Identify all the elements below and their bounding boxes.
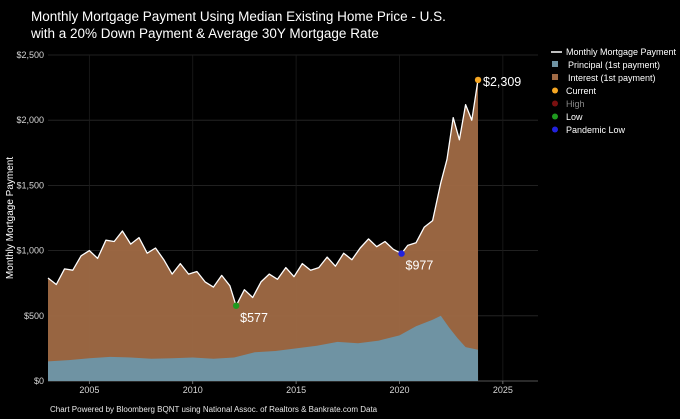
interest-area [48, 79, 479, 382]
x-tick-label: 2020 [389, 385, 409, 395]
legend-item: Interest (1st payment) [552, 73, 656, 83]
legend-label: Current [566, 86, 597, 96]
principal-area [48, 315, 479, 381]
legend-label: High [566, 99, 585, 109]
legend-item: Pandemic Low [552, 125, 626, 135]
legend-item: Low [552, 112, 583, 122]
legend-label: Monthly Mortgage Payment [566, 47, 677, 57]
y-tick-label: $500 [24, 311, 44, 321]
annotation-label: $2,309 [483, 75, 521, 89]
y-tick-label: $2,500 [16, 50, 44, 60]
x-tick-label: 2025 [493, 385, 513, 395]
legend-swatch [552, 126, 558, 133]
legend-item: High [552, 99, 585, 109]
plot-area: $0 $500 $1,000 $1,500 $2,000 $2,500 2005 2010 20… [16, 50, 538, 395]
annotation-marker [398, 250, 405, 257]
legend-swatch [552, 113, 558, 120]
x-tick-label: 2005 [79, 385, 99, 395]
y-tick-label: $2,000 [16, 115, 44, 125]
legend-swatch [552, 74, 558, 80]
legend-label: Low [566, 112, 583, 122]
annotation-label: $977 [406, 259, 434, 273]
chart-title-line-1: Monthly Mortgage Payment Using Median Ex… [31, 9, 446, 24]
chart-title-line-2: with a 20% Down Payment & Average 30Y Mo… [30, 26, 379, 41]
legend-label: Principal (1st payment) [568, 60, 660, 70]
y-tick-label: $1,500 [16, 180, 44, 190]
legend-swatch [552, 87, 558, 94]
legend-item: Principal (1st payment) [552, 60, 660, 70]
x-tick-label: 2010 [183, 385, 203, 395]
annotation-marker [474, 76, 482, 84]
annotation-marker [232, 302, 240, 309]
chart-footer: Chart Powered by Bloomberg BQNT using Na… [50, 405, 378, 414]
y-tick-label: $1,000 [16, 246, 44, 256]
legend-item: Monthly Mortgage Payment [551, 47, 677, 57]
legend-label: Interest (1st payment) [568, 73, 656, 83]
monthly-payment-line [47, 79, 479, 307]
legend-item: Current [552, 86, 597, 96]
annotation-label: $577 [240, 311, 268, 325]
legend-swatch [552, 61, 558, 67]
legend: Monthly Mortgage Payment Principal (1st p… [551, 47, 677, 135]
x-tick-label: 2015 [286, 385, 306, 395]
legend-label: Pandemic Low [566, 125, 626, 135]
y-axis-label: Monthly Mortgage Payment [5, 157, 16, 280]
legend-swatch [552, 100, 558, 107]
y-tick-label: $0 [34, 376, 44, 386]
